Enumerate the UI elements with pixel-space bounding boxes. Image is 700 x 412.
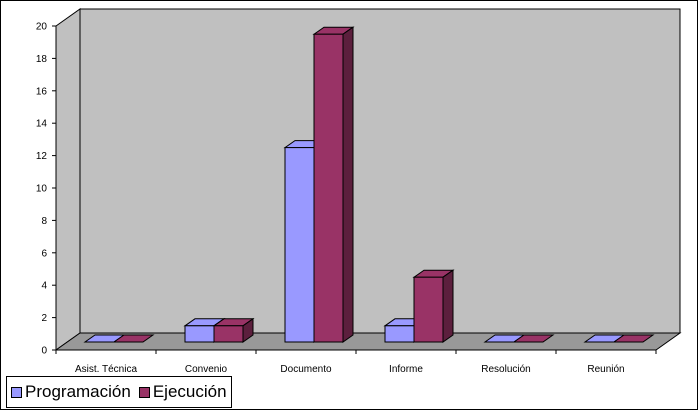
bar-ejecucion (312, 26, 355, 343)
y-axis-tick-labels: 0 2 4 6 8 10 12 14 16 18 20 (36, 22, 48, 357)
legend-swatch-series-1 (11, 386, 22, 398)
legend: Programación Ejecución (6, 376, 232, 408)
y-tick-label: 12 (36, 151, 48, 162)
bar-ejecucion (212, 317, 255, 343)
y-tick-label: 4 (41, 281, 47, 292)
x-tick-label: Resolución (481, 364, 530, 375)
y-tick-label: 10 (36, 184, 48, 195)
bar-ejecucion (112, 334, 155, 343)
side-wall (55, 8, 81, 351)
bar-front-face (413, 276, 444, 343)
y-tick-label: 6 (41, 248, 47, 259)
chart-bars (83, 26, 655, 343)
y-tick-label: 14 (36, 119, 48, 130)
bar-ejecucion (412, 269, 455, 343)
bar-ejecucion (612, 334, 655, 343)
back-wall (79, 8, 681, 334)
bar-top-face (112, 334, 155, 343)
x-tick-label: Informe (389, 364, 423, 375)
legend-swatch-series-2 (138, 386, 150, 398)
x-axis-tick-labels: Asist. Técnica Convenio Documento Informe Re… (75, 364, 625, 375)
y-tick-label: 20 (36, 22, 48, 33)
y-tick-label: 18 (36, 54, 48, 65)
bar-top-face (612, 334, 655, 343)
y-tick-label: 2 (41, 313, 47, 324)
bar-side-face (342, 26, 354, 343)
chart-axes (52, 25, 657, 354)
bar-ejecucion (512, 334, 555, 343)
x-tick-label: Asist. Técnica (75, 364, 137, 375)
bar-front-face (284, 147, 315, 343)
chart-walls (54, 8, 682, 351)
bar-front-face (213, 325, 244, 343)
legend-label-series-2: Ejecución (152, 382, 227, 401)
x-tick-label: Reunión (587, 364, 624, 375)
y-tick-label: 0 (41, 346, 47, 357)
x-tick-label: Convenio (185, 364, 228, 375)
legend-label-series-1: Programación (25, 382, 131, 401)
x-tick-label: Documento (280, 364, 332, 375)
bar-top-face (512, 334, 555, 343)
bar-front-face (184, 325, 215, 343)
bar-side-face (442, 269, 454, 343)
y-tick-label: 8 (41, 216, 47, 227)
bar-front-face (313, 33, 344, 343)
legend-item-series-1: Programación (11, 382, 131, 402)
y-tick-label: 16 (36, 86, 48, 97)
legend-item-series-2: Ejecución (138, 382, 227, 402)
bar-front-face (384, 325, 415, 343)
